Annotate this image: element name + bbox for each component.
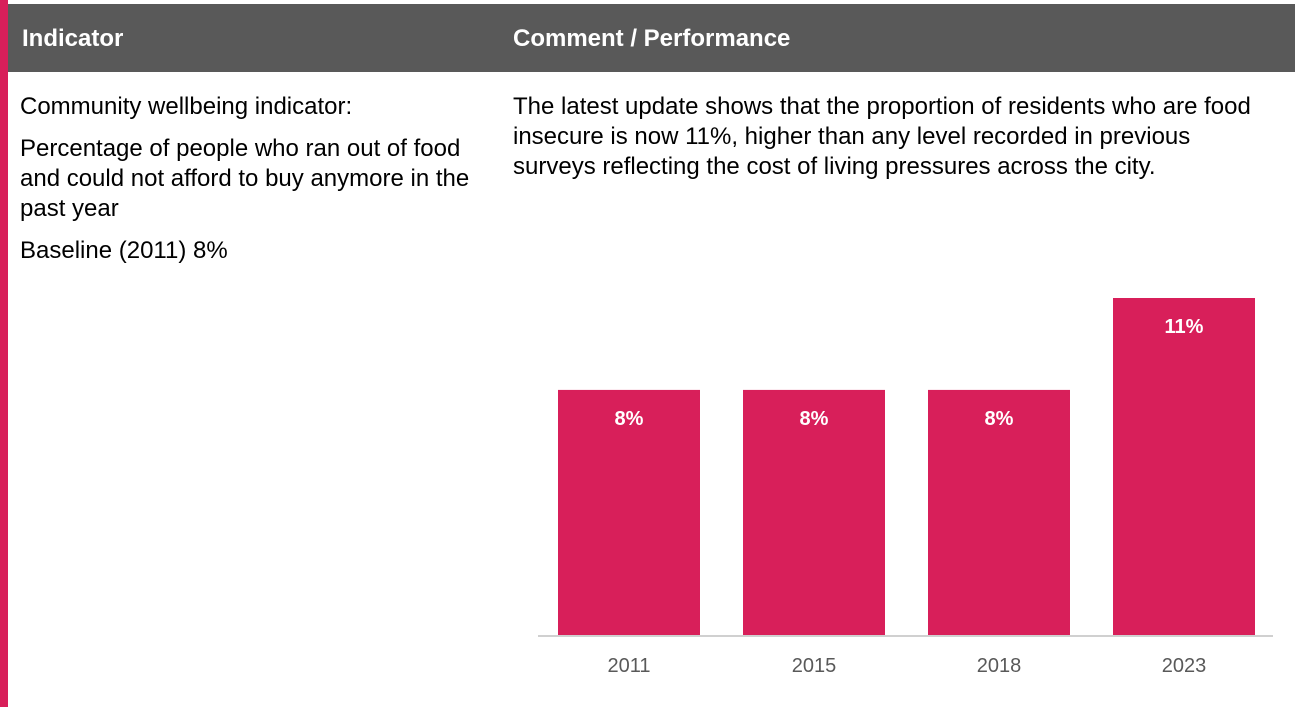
comment-column-header: Comment / Performance [513, 25, 791, 52]
indicator-column-header: Indicator [22, 25, 124, 52]
bar-2011 [558, 389, 700, 635]
bar-2018 [928, 389, 1070, 635]
x-tick-label-2015: 2015 [792, 655, 837, 677]
table-header: Indicator Comment / Performance [8, 4, 1295, 72]
bar-2023 [1113, 298, 1255, 635]
accent-bar [0, 0, 8, 707]
x-tick-label-2011: 2011 [607, 655, 650, 677]
indicator-description: Percentage of people who ran out of food… [20, 135, 470, 222]
bar-2015 [743, 389, 885, 635]
bar-value-label-2023: 11% [1165, 316, 1204, 338]
performance-comment: The latest update shows that the proport… [513, 93, 1251, 180]
x-tick-label-2018: 2018 [977, 655, 1022, 677]
bar-value-label-2011: 8% [615, 408, 644, 430]
indicator-baseline: Baseline (2011) 8% [20, 237, 228, 264]
bar-value-label-2018: 8% [985, 408, 1014, 430]
x-tick-label-2023: 2023 [1162, 655, 1207, 677]
indicator-title: Community wellbeing indicator: [20, 93, 353, 120]
indicator-cell: Community wellbeing indicator: Percentag… [20, 92, 490, 278]
bar-value-label-2015: 8% [800, 408, 829, 430]
